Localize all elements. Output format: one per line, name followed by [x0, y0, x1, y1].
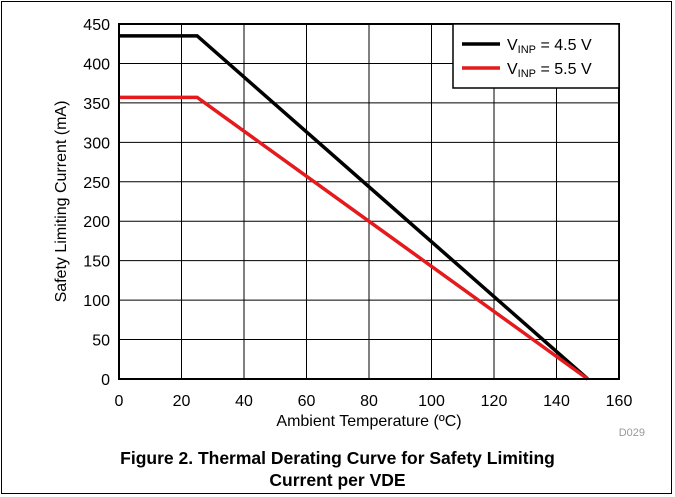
- x-tick-label: 20: [173, 393, 191, 410]
- y-tick-label: 250: [83, 175, 110, 192]
- y-tick-label: 200: [83, 214, 110, 231]
- series-line-1: [119, 34, 589, 381]
- x-tick-label: 120: [481, 393, 508, 410]
- x-tick-label: 160: [606, 393, 633, 410]
- y-tick-label: 50: [92, 333, 110, 350]
- plot-border: [118, 23, 620, 380]
- y-tick-label: 450: [83, 17, 110, 34]
- legend-box: [452, 23, 620, 89]
- x-tick-label: 40: [235, 393, 253, 410]
- legend-label-2: VINP = 5.5 V: [507, 61, 592, 80]
- chart: 0 20 40 60 80 100 120 140 160 0 50 100 150 200 250 300 3…: [53, 17, 645, 439]
- series-layer: [119, 34, 589, 381]
- tick-labels: 0 20 40 60 80 100 120 140 160 0 50 100 150 200 250 300 3…: [83, 17, 632, 410]
- y-tick-label: 0: [101, 372, 110, 389]
- legend-label-1: VINP = 4.5 V: [507, 37, 592, 56]
- figure-id: D029: [619, 427, 645, 439]
- x-tick-label: 140: [543, 393, 570, 410]
- y-tick-label: 400: [83, 56, 110, 73]
- y-tick-label: 300: [83, 135, 110, 152]
- x-axis-label: Ambient Temperature (ºC): [276, 413, 461, 430]
- y-tick-label: 150: [83, 254, 110, 271]
- x-tick-label: 80: [360, 393, 378, 410]
- x-tick-label: 60: [298, 393, 316, 410]
- y-axis-label: Safety Limiting Current (mA): [53, 101, 70, 303]
- caption-line-1: Figure 2. Thermal Derating Curve for Saf…: [120, 448, 555, 468]
- y-tick-label: 100: [83, 293, 110, 310]
- y-tick-label: 350: [83, 96, 110, 113]
- series-line-2: [119, 95, 589, 381]
- x-tick-label: 100: [418, 393, 445, 410]
- legend: VINP = 4.5 V VINP = 5.5 V: [452, 23, 620, 89]
- caption-line-2: Current per VDE: [269, 470, 406, 490]
- x-tick-label: 0: [115, 393, 124, 410]
